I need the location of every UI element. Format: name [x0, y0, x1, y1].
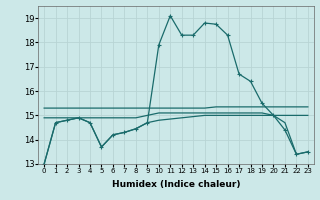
X-axis label: Humidex (Indice chaleur): Humidex (Indice chaleur)	[112, 180, 240, 189]
